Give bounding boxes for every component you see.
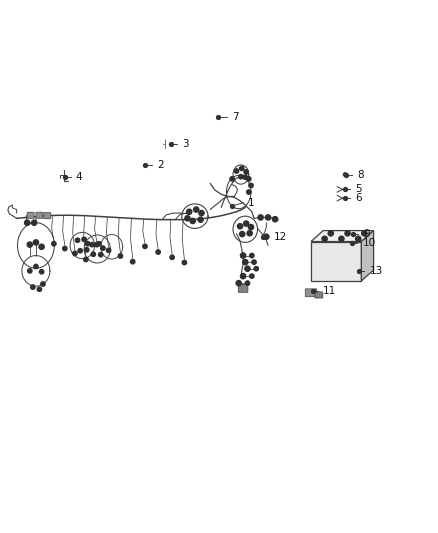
Circle shape bbox=[264, 234, 269, 239]
Text: 4: 4 bbox=[76, 172, 82, 182]
Circle shape bbox=[90, 243, 94, 247]
Circle shape bbox=[328, 231, 333, 236]
Circle shape bbox=[252, 260, 256, 264]
Circle shape bbox=[190, 219, 195, 223]
Circle shape bbox=[237, 223, 243, 229]
Text: 2: 2 bbox=[157, 160, 163, 170]
Circle shape bbox=[198, 217, 203, 222]
Circle shape bbox=[82, 237, 86, 241]
Circle shape bbox=[244, 169, 248, 174]
Circle shape bbox=[250, 274, 254, 278]
FancyBboxPatch shape bbox=[305, 289, 317, 297]
Circle shape bbox=[32, 220, 37, 225]
Bar bbox=[311, 241, 361, 281]
Circle shape bbox=[28, 269, 32, 273]
Circle shape bbox=[156, 250, 160, 254]
Circle shape bbox=[31, 285, 35, 289]
Circle shape bbox=[187, 209, 192, 214]
Circle shape bbox=[240, 166, 244, 171]
FancyBboxPatch shape bbox=[238, 285, 248, 292]
Circle shape bbox=[85, 241, 90, 246]
Circle shape bbox=[247, 177, 251, 181]
Circle shape bbox=[185, 216, 190, 221]
Circle shape bbox=[63, 246, 67, 251]
Circle shape bbox=[247, 190, 251, 194]
Circle shape bbox=[131, 260, 135, 264]
Circle shape bbox=[343, 173, 347, 176]
Circle shape bbox=[95, 243, 99, 247]
Circle shape bbox=[244, 221, 249, 226]
Text: 8: 8 bbox=[357, 169, 364, 180]
Circle shape bbox=[37, 287, 42, 292]
Circle shape bbox=[240, 273, 246, 279]
Circle shape bbox=[78, 248, 82, 253]
Circle shape bbox=[265, 215, 271, 220]
Circle shape bbox=[39, 270, 44, 274]
Circle shape bbox=[25, 220, 30, 225]
Text: 9: 9 bbox=[364, 229, 370, 239]
Circle shape bbox=[182, 260, 187, 265]
Circle shape bbox=[97, 241, 101, 246]
Circle shape bbox=[118, 254, 123, 258]
Circle shape bbox=[272, 216, 278, 222]
Circle shape bbox=[33, 240, 39, 245]
Circle shape bbox=[73, 251, 77, 255]
Circle shape bbox=[106, 248, 111, 253]
Polygon shape bbox=[361, 231, 374, 281]
Circle shape bbox=[84, 257, 88, 262]
Text: 6: 6 bbox=[356, 193, 362, 203]
Circle shape bbox=[240, 231, 245, 237]
Circle shape bbox=[99, 253, 103, 257]
Circle shape bbox=[230, 177, 234, 181]
Circle shape bbox=[243, 175, 247, 179]
Circle shape bbox=[143, 244, 147, 248]
Circle shape bbox=[247, 231, 252, 236]
Text: 3: 3 bbox=[182, 139, 188, 149]
Circle shape bbox=[27, 242, 32, 247]
Circle shape bbox=[245, 281, 250, 285]
FancyBboxPatch shape bbox=[315, 292, 323, 298]
Text: 1: 1 bbox=[247, 198, 254, 208]
Circle shape bbox=[34, 264, 38, 269]
Circle shape bbox=[170, 255, 174, 260]
Circle shape bbox=[239, 174, 243, 179]
Circle shape bbox=[248, 224, 254, 230]
Circle shape bbox=[258, 215, 263, 220]
FancyBboxPatch shape bbox=[44, 213, 51, 219]
Circle shape bbox=[199, 211, 204, 216]
Circle shape bbox=[236, 280, 241, 286]
Circle shape bbox=[85, 248, 89, 252]
Circle shape bbox=[345, 231, 350, 236]
Circle shape bbox=[41, 282, 45, 286]
Circle shape bbox=[234, 169, 239, 173]
FancyBboxPatch shape bbox=[27, 212, 34, 219]
Circle shape bbox=[250, 253, 254, 258]
Circle shape bbox=[339, 236, 344, 241]
Text: 11: 11 bbox=[323, 286, 336, 296]
Circle shape bbox=[91, 252, 95, 256]
Circle shape bbox=[52, 241, 56, 246]
Circle shape bbox=[243, 260, 248, 265]
Text: 7: 7 bbox=[232, 112, 239, 122]
Circle shape bbox=[362, 231, 367, 236]
Text: 10: 10 bbox=[363, 238, 376, 248]
Text: 13: 13 bbox=[370, 266, 383, 276]
Circle shape bbox=[356, 236, 361, 241]
Polygon shape bbox=[311, 231, 374, 241]
Circle shape bbox=[322, 236, 327, 241]
Circle shape bbox=[249, 183, 253, 188]
FancyBboxPatch shape bbox=[346, 232, 355, 239]
Circle shape bbox=[194, 207, 199, 212]
Text: 12: 12 bbox=[274, 232, 287, 242]
Text: ┤: ┤ bbox=[162, 140, 167, 149]
Circle shape bbox=[240, 253, 246, 258]
Circle shape bbox=[254, 266, 258, 271]
Text: 5: 5 bbox=[356, 184, 362, 195]
Circle shape bbox=[101, 246, 105, 251]
Circle shape bbox=[245, 266, 250, 271]
Circle shape bbox=[39, 244, 44, 249]
FancyBboxPatch shape bbox=[36, 212, 43, 219]
Circle shape bbox=[75, 238, 80, 243]
